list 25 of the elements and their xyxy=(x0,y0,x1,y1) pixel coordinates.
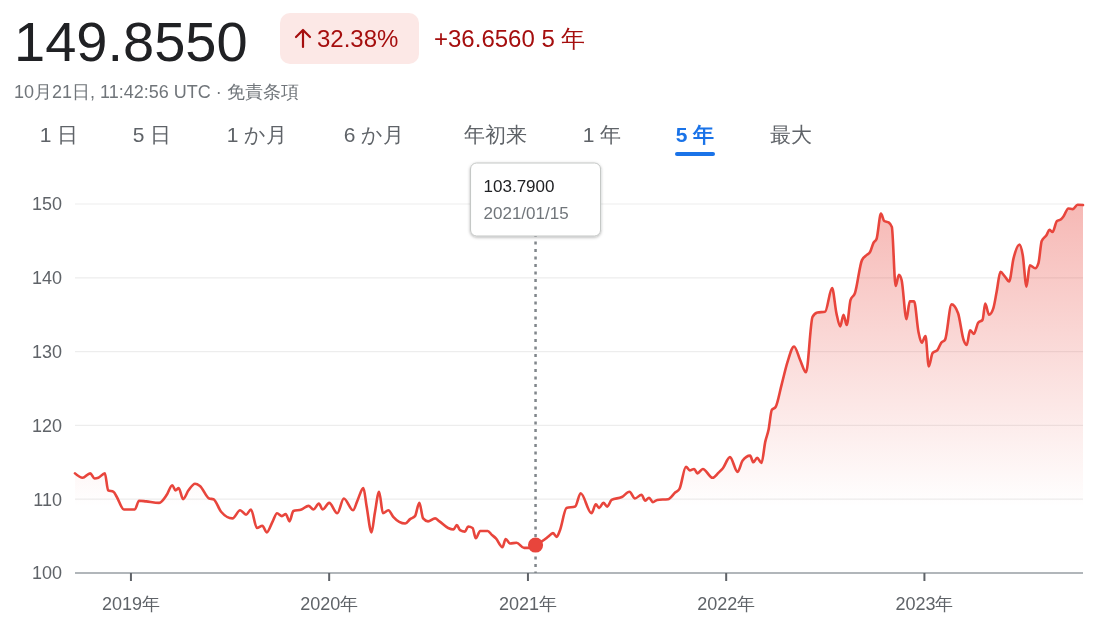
y-tick-label: 110 xyxy=(33,489,62,510)
text: 1 年 xyxy=(582,123,622,146)
text: 年初来 xyxy=(463,123,527,146)
annotation: 2021/01/15 xyxy=(483,204,569,223)
text: 5 年 xyxy=(675,123,715,146)
text: 1 日 xyxy=(39,123,79,146)
x-tick-label: 2020年 xyxy=(300,594,359,615)
x-tick-label: 2022年 xyxy=(697,594,756,615)
chart-subtitle: 10月21日, 11:42:56 UTC · 免責条項 xyxy=(14,82,299,102)
text: 32.38% xyxy=(317,25,399,52)
y-tick-label: 130 xyxy=(31,341,62,362)
text: 最大 xyxy=(770,123,812,146)
x-tick-label: 2019年 xyxy=(101,594,160,615)
y-tick-label: 120 xyxy=(31,415,62,436)
x-tick-label: 2021年 xyxy=(498,594,557,615)
y-tick-label: 100 xyxy=(31,563,62,584)
text: 5 日 xyxy=(132,123,172,146)
text: 6 か月 xyxy=(343,123,405,146)
text: +36.6560 5 年 xyxy=(434,25,586,52)
text: 103.7900 xyxy=(483,177,555,196)
x-tick-label: 2023年 xyxy=(895,594,954,615)
text: 1 か月 xyxy=(226,123,288,146)
y-tick-label: 140 xyxy=(31,268,62,289)
y-tick-label: 150 xyxy=(31,194,62,215)
chart-title: 149.8550 xyxy=(14,10,248,73)
